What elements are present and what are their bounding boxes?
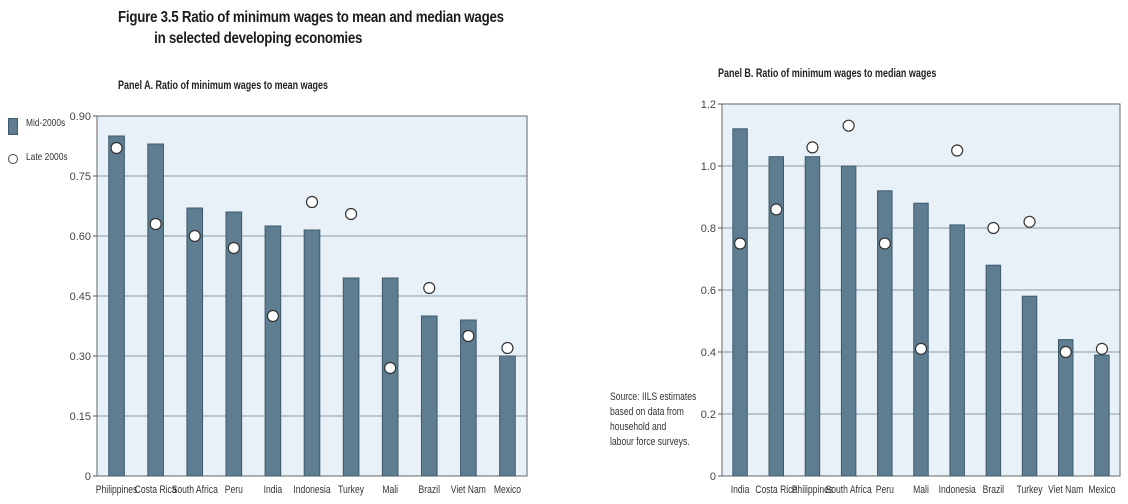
- x-tick-label: Viet Nam: [1048, 484, 1083, 496]
- legend-label-mid-2000s: Mid-2000s: [26, 117, 66, 129]
- y-tick-label: 0.8: [701, 223, 716, 235]
- marker-late-2000s: [149, 217, 162, 231]
- marker-late-2000s: [501, 341, 514, 355]
- x-tick-label: Indonesia: [293, 484, 331, 496]
- marker-late-2000s: [462, 329, 475, 343]
- x-tick-label: Indonesia: [939, 484, 977, 496]
- source-line: labour force surveys.: [610, 436, 690, 448]
- source-note: Source: IILS estimates based on data fro…: [610, 390, 696, 450]
- bar-mid-2000s: [420, 315, 438, 477]
- marker-late-2000s: [987, 221, 1000, 235]
- bar-mid-2000s: [264, 225, 282, 477]
- x-tick-label: India: [731, 484, 750, 496]
- marker-late-2000s: [806, 141, 819, 154]
- x-tick-label: Brazil: [983, 484, 1004, 496]
- marker-late-2000s: [423, 281, 436, 295]
- marker-late-2000s: [344, 207, 358, 221]
- x-tick-label: Costa Rica: [135, 484, 177, 496]
- marker-late-2000s: [914, 342, 928, 355]
- legend-circle-marker: [8, 154, 18, 164]
- bar-mid-2000s: [1094, 354, 1110, 477]
- bar-mid-2000s: [499, 355, 516, 477]
- y-tick-label: 0.30: [70, 351, 91, 363]
- bar-mid-2000s: [768, 156, 785, 477]
- y-tick-label: 1.2: [701, 99, 716, 111]
- y-tick-label: 0.75: [70, 171, 91, 183]
- x-tick-label: Mali: [913, 484, 929, 496]
- x-tick-label: Philippines: [792, 484, 834, 496]
- marker-late-2000s: [1059, 345, 1072, 359]
- bar-mid-2000s: [108, 135, 125, 477]
- source-line: Source: IILS estimates: [610, 391, 697, 403]
- x-tick-label: Philippines: [96, 484, 138, 496]
- x-tick-label: Mexico: [494, 484, 522, 496]
- x-tick-label: Mexico: [1088, 484, 1116, 496]
- x-tick-label: Peru: [225, 484, 243, 496]
- bar-mid-2000s: [913, 202, 929, 477]
- x-tick-label: Turkey: [1017, 484, 1043, 496]
- bar-mid-2000s: [804, 156, 821, 477]
- x-tick-label: South Africa: [172, 484, 219, 496]
- marker-late-2000s: [842, 119, 855, 132]
- bar-mid-2000s: [186, 207, 204, 477]
- marker-late-2000s: [110, 141, 123, 155]
- bar-mid-2000s: [877, 190, 893, 477]
- y-tick-label: 0.90: [70, 111, 91, 123]
- x-tick-label: Mali: [382, 484, 398, 496]
- y-tick-label: 0.4: [701, 347, 716, 359]
- bar-mid-2000s: [342, 277, 360, 477]
- y-tick-label: 0: [710, 471, 716, 483]
- legend-bar-swatch: [8, 118, 18, 135]
- x-tick-label: Costa Rica: [755, 484, 797, 496]
- marker-late-2000s: [951, 144, 964, 157]
- y-tick-label: 0.45: [70, 291, 91, 303]
- marker-late-2000s: [878, 237, 891, 250]
- source-line: based on data from: [610, 406, 684, 418]
- marker-late-2000s: [733, 237, 747, 250]
- y-tick-label: 0.6: [701, 285, 716, 297]
- marker-late-2000s: [227, 241, 240, 255]
- bar-mid-2000s: [303, 229, 321, 477]
- marker-late-2000s: [266, 309, 280, 323]
- marker-late-2000s: [305, 195, 319, 209]
- marker-late-2000s: [384, 361, 397, 375]
- bar-mid-2000s: [949, 224, 965, 477]
- bar-mid-2000s: [381, 277, 399, 477]
- y-tick-label: 0.2: [701, 409, 716, 421]
- x-tick-label: South Africa: [826, 484, 873, 496]
- x-tick-label: Viet Nam: [451, 484, 486, 496]
- source-line: household and: [610, 421, 667, 433]
- y-tick-label: 0.60: [70, 231, 91, 243]
- y-tick-label: 0: [85, 471, 91, 483]
- bar-mid-2000s: [1057, 339, 1074, 477]
- panel-a-title: Panel A. Ratio of minimum wages to mean …: [118, 80, 329, 92]
- bar-mid-2000s: [840, 165, 857, 477]
- figure-title-line-2: in selected developing economies: [154, 30, 363, 47]
- figure-title-line-1: Figure 3.5 Ratio of minimum wages to mea…: [118, 9, 504, 26]
- y-tick-label: 0.15: [70, 411, 91, 423]
- y-tick-label: 1.0: [701, 161, 716, 173]
- figure-title: Figure 3.5 Ratio of minimum wages to mea…: [118, 7, 504, 49]
- x-tick-label: India: [264, 484, 283, 496]
- marker-late-2000s: [1023, 215, 1036, 228]
- bar-mid-2000s: [732, 128, 748, 477]
- bar-mid-2000s: [460, 319, 477, 477]
- x-tick-label: Peru: [876, 484, 894, 496]
- x-tick-label: Brazil: [419, 484, 440, 496]
- x-tick-label: Turkey: [338, 484, 364, 496]
- marker-late-2000s: [1095, 342, 1109, 355]
- marker-late-2000s: [188, 229, 201, 243]
- bar-mid-2000s: [985, 264, 1002, 477]
- panel-b-title: Panel B. Ratio of minimum wages to media…: [718, 68, 937, 80]
- bar-mid-2000s: [1021, 295, 1038, 477]
- legend-label-late-2000s: Late 2000s: [26, 151, 68, 163]
- marker-late-2000s: [770, 203, 783, 216]
- bar-mid-2000s: [225, 211, 243, 477]
